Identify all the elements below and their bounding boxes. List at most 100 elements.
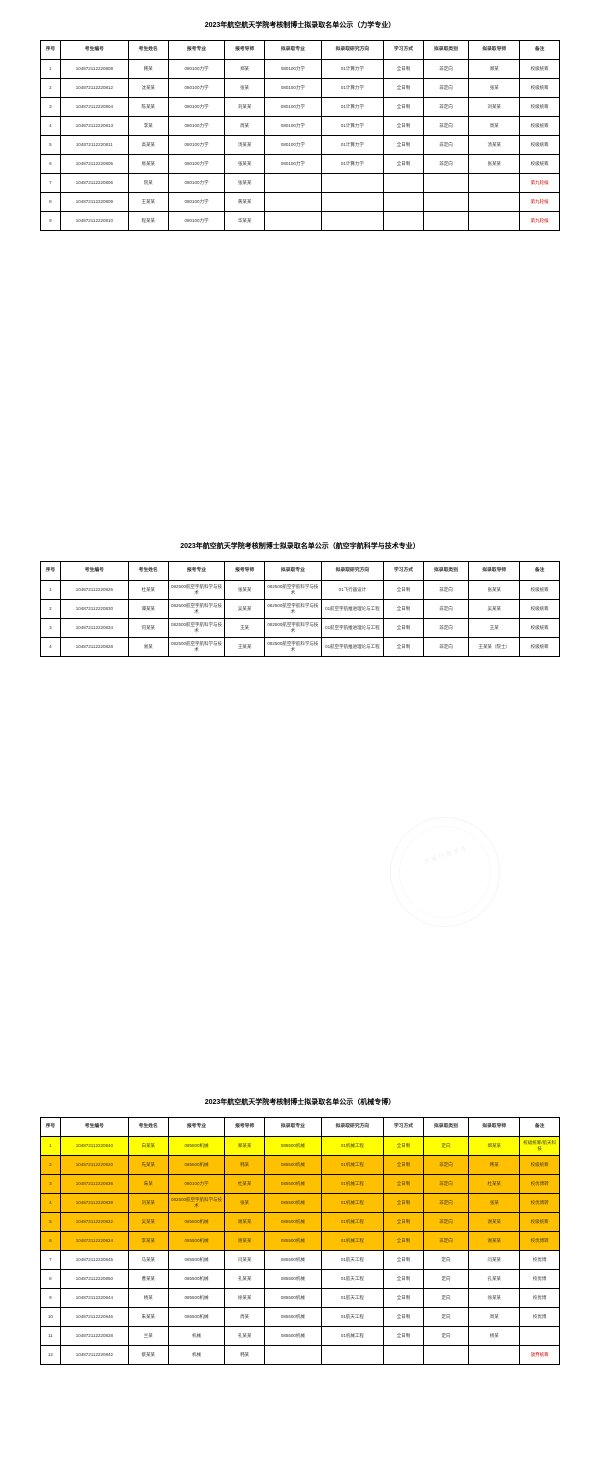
cell: 全日制 bbox=[384, 619, 424, 638]
cell: 校级统筹 bbox=[520, 155, 560, 174]
cell: 01计算力学 bbox=[321, 136, 383, 155]
cell: 校级统筹 bbox=[520, 79, 560, 98]
cell bbox=[265, 193, 322, 212]
cell: 韩某 bbox=[225, 1156, 265, 1175]
cell: 104872112220836 bbox=[60, 1175, 128, 1194]
cell: 非定向 bbox=[423, 1175, 468, 1194]
table-row: 3104872112220834何某某082500航空宇航科学与技术王某0825… bbox=[41, 619, 560, 638]
table-row: 6104872112220824李某某085500机械谢某某085500机械01… bbox=[41, 1232, 560, 1251]
col-header: 拟录取研究方向 bbox=[321, 562, 383, 581]
cell: 01机械工程 bbox=[321, 1156, 383, 1175]
cell: 张某某 bbox=[225, 155, 265, 174]
cell bbox=[469, 174, 520, 193]
cell: 01机械工程 bbox=[321, 1327, 383, 1346]
cell: 080100力学 bbox=[168, 98, 225, 117]
cell: 104872112220812 bbox=[60, 79, 128, 98]
cell: 085500机械 bbox=[265, 1137, 322, 1156]
cell: 01机械工程 bbox=[321, 1232, 383, 1251]
table-row: 2104872112220820先某某085500机械韩某085500机械01机… bbox=[41, 1156, 560, 1175]
cell: 01航天工程 bbox=[321, 1289, 383, 1308]
cell: 蔡某某 bbox=[128, 1346, 168, 1365]
cell: 张某 bbox=[469, 79, 520, 98]
cell: 程某某 bbox=[128, 212, 168, 231]
col-header: 备注 bbox=[520, 562, 560, 581]
cell: 082500航空宇航科学与技术 bbox=[265, 619, 322, 638]
table-row: 1104872112220826杜某某082500航空宇航科学与技术张某某082… bbox=[41, 581, 560, 600]
col-header: 报考导师 bbox=[225, 562, 265, 581]
col-header: 报考导师 bbox=[225, 41, 265, 60]
cell: 全日制 bbox=[384, 1156, 424, 1175]
cell: 1 bbox=[41, 1137, 61, 1156]
cell: 080100力学 bbox=[265, 60, 322, 79]
cell: 郑某 bbox=[469, 60, 520, 79]
cell: 周某 bbox=[225, 117, 265, 136]
cell: 易某某 bbox=[128, 155, 168, 174]
col-header: 拟录取导师 bbox=[469, 41, 520, 60]
col-header: 考生编号 bbox=[60, 41, 128, 60]
table-row: 10104872112220846朱某某085500机械周某085500机械01… bbox=[41, 1308, 560, 1327]
cell: 104872112220810 bbox=[60, 212, 128, 231]
cell: 01航天工程 bbox=[321, 1251, 383, 1270]
cell: 085500机械 bbox=[265, 1156, 322, 1175]
table-2: 序号考生编号考生姓名报考专业报考导师拟录取专业拟录取研究方向学习方式拟录取类别拟… bbox=[40, 561, 560, 657]
cell: 104872112220811 bbox=[60, 136, 128, 155]
cell: 校级统筹 bbox=[520, 1213, 560, 1232]
cell bbox=[321, 193, 383, 212]
cell: 085500机械 bbox=[265, 1232, 322, 1251]
cell: 非定向 bbox=[423, 581, 468, 600]
cell: 104872112220820 bbox=[60, 1156, 128, 1175]
cell: 张某某 bbox=[225, 174, 265, 193]
cell: 韩某 bbox=[128, 60, 168, 79]
col-header: 拟录取研究方向 bbox=[321, 41, 383, 60]
cell: 104872112220826 bbox=[60, 581, 128, 600]
cell: 黄某某 bbox=[225, 193, 265, 212]
cell: 定向 bbox=[423, 1308, 468, 1327]
col-header: 学习方式 bbox=[384, 562, 424, 581]
cell: 085500机械 bbox=[265, 1270, 322, 1289]
cell: 非定向 bbox=[423, 1194, 468, 1213]
cell: 11 bbox=[41, 1327, 61, 1346]
cell: 校级统筹 bbox=[520, 638, 560, 657]
cell: 第九轮候 bbox=[520, 212, 560, 231]
cell: 085500机械 bbox=[168, 1270, 225, 1289]
cell: 校级统筹 bbox=[520, 600, 560, 619]
cell: 谭某某 bbox=[128, 600, 168, 619]
cell: 6 bbox=[41, 1232, 61, 1251]
cell: 曹某某 bbox=[128, 1270, 168, 1289]
cell: 放弃统筹 bbox=[520, 1346, 560, 1365]
table-row: 1104872112220840白某某085500机械郑某某085500机械01… bbox=[41, 1137, 560, 1156]
table-row: 4104872112220813李某080100力学周某080100力学01计算… bbox=[41, 117, 560, 136]
cell: 080100力学 bbox=[168, 212, 225, 231]
cell: 杜某某 bbox=[128, 581, 168, 600]
cell: 082500航空宇航科学与技术 bbox=[265, 600, 322, 619]
table-row: 8104872112220850曹某某085500机械孔某某085500机械01… bbox=[41, 1270, 560, 1289]
cell: 01航天工程 bbox=[321, 1270, 383, 1289]
cell bbox=[265, 212, 322, 231]
cell: 104872112220822 bbox=[60, 1213, 128, 1232]
cell: 01机械工程 bbox=[321, 1175, 383, 1194]
cell bbox=[384, 212, 424, 231]
cell: 校优博转 bbox=[520, 1175, 560, 1194]
cell: 全日制 bbox=[384, 1327, 424, 1346]
cell: 王某某 bbox=[225, 638, 265, 657]
cell: 8 bbox=[41, 1270, 61, 1289]
table-row: 3104872112220804陈某某080100力学刘某某080100力学01… bbox=[41, 98, 560, 117]
cell: 周某 bbox=[469, 117, 520, 136]
col-header: 拟录取导师 bbox=[469, 562, 520, 581]
cell: 王某某 bbox=[128, 193, 168, 212]
cell: 12 bbox=[41, 1346, 61, 1365]
col-header: 拟录取类别 bbox=[423, 41, 468, 60]
cell: 谢某某 bbox=[469, 1213, 520, 1232]
cell: 全日制 bbox=[384, 60, 424, 79]
cell: 4 bbox=[41, 1194, 61, 1213]
cell bbox=[520, 1327, 560, 1346]
cell bbox=[423, 212, 468, 231]
cell: 非定向 bbox=[423, 1156, 468, 1175]
cell: 080100力学 bbox=[168, 79, 225, 98]
col-header: 报考专业 bbox=[168, 562, 225, 581]
cell: 汤某某 bbox=[225, 136, 265, 155]
col-header: 拟录取专业 bbox=[265, 41, 322, 60]
cell: 085500机械 bbox=[265, 1327, 322, 1346]
cell: 104872112220828 bbox=[60, 638, 128, 657]
cell: 何某某 bbox=[128, 619, 168, 638]
